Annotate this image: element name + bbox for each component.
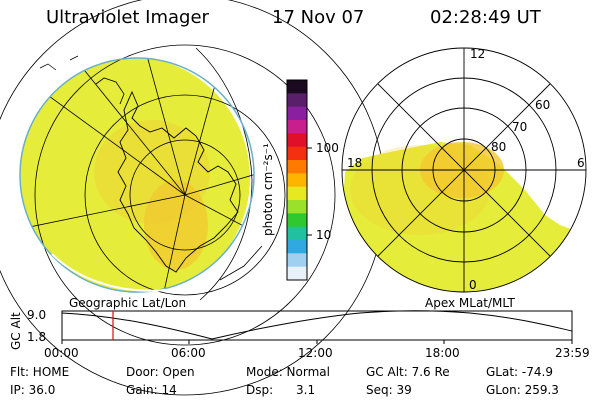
orbit-xtick: 06:00 [171, 346, 206, 360]
colorbar-segment [287, 266, 307, 281]
geo-panel-label: Geographic Lat/Lon [69, 296, 187, 310]
colorbar-segment [287, 253, 307, 268]
altitude-curve [61, 310, 573, 340]
polar-emission-region [342, 142, 586, 292]
orbit-ylabel: GC Alt [9, 312, 23, 350]
orbit-xtick: 18:00 [425, 346, 460, 360]
colorbar-segment [287, 186, 307, 201]
colorbar-segment [287, 106, 307, 121]
geo-limb-edge [19, 57, 255, 293]
colorbar-segment [287, 133, 307, 148]
orbit-xtick: 12:00 [298, 346, 333, 360]
mlt-label-0: 0 [469, 278, 477, 292]
info-seq: Seq: 39 [366, 383, 412, 397]
colorbar-tick-10: 10 [316, 228, 332, 242]
info-glat: GLat: -74.9 [486, 365, 553, 379]
colorbar-segment [287, 80, 307, 94]
app-title: Ultraviolet Imager [46, 7, 209, 28]
orbit-plot [61, 310, 573, 344]
mlat-label-70: 70 [512, 120, 528, 134]
time-label: 02:28:49 UT [430, 7, 541, 28]
colorbar-segment [287, 173, 307, 188]
colorbar-segment [287, 146, 307, 161]
polar-panel-label: Apex MLat/MLT [425, 296, 515, 310]
orbit-ytick-min: 1.8 [27, 330, 47, 344]
mlt-label-12: 12 [470, 47, 486, 61]
mlat-label-60: 60 [535, 98, 551, 112]
orbit-xtick: 00:00 [44, 346, 79, 360]
colorbar-segment [287, 226, 307, 241]
mlt-label-18: 18 [347, 156, 363, 170]
polar-image-panel [341, 47, 587, 293]
colorbar-segment [287, 240, 307, 254]
colorbar-unit-label: photon cm⁻²s⁻¹ [261, 143, 275, 236]
info-ip: IP: 36.0 [10, 383, 56, 397]
geo-limb-arc [195, 47, 253, 301]
colorbar-segment [287, 213, 307, 228]
geo-bright-region [144, 180, 208, 270]
info-gc-alt: GC Alt: 7.6 Re [366, 365, 450, 379]
orbit-xtick: 23:59 [555, 346, 590, 360]
colorbar-segment [287, 93, 307, 108]
date-label: 17 Nov 07 [272, 7, 365, 28]
colorbar-tick-100: 100 [316, 141, 339, 155]
info-mode: Mode: Normal [246, 365, 330, 379]
info-flight: Flt: HOME [10, 365, 70, 379]
geo-coastline [117, 90, 239, 273]
geo-mid-region [94, 120, 210, 224]
info-dsp: Dsp: 3.1 [246, 383, 316, 397]
geo-image-panel [0, 0, 386, 396]
colorbar-segment [287, 120, 307, 134]
colorbar-segment [287, 160, 307, 174]
polar-grid [341, 47, 587, 293]
mlat-label-80: 80 [491, 140, 507, 154]
colorbar-segments [287, 80, 307, 281]
orbit-ytick-max: 9.0 [27, 308, 47, 322]
colorbar-segment [287, 200, 307, 214]
info-door: Door: Open [126, 365, 195, 379]
colorbar [286, 79, 312, 281]
geo-coastline-peninsula [95, 77, 125, 105]
mlt-label-6: 6 [577, 156, 585, 170]
info-glon: GLon: 259.3 [486, 383, 559, 397]
info-gain: Gain: 14 [126, 383, 177, 397]
